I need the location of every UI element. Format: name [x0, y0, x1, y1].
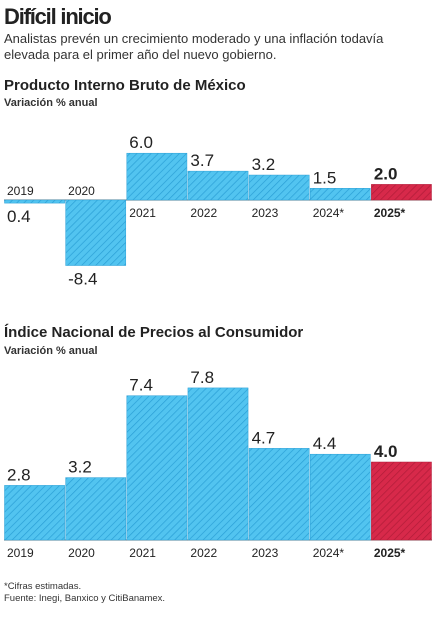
page-subtitle: Analistas prevén un crecimiento moderado…: [4, 31, 384, 62]
value-label: 2.0: [374, 164, 398, 183]
bar-2023: [248, 174, 310, 201]
bar-2022: [187, 387, 249, 541]
value-label: 7.8: [190, 368, 214, 387]
bar-2024: [309, 188, 371, 201]
category-label: 2019: [7, 184, 34, 198]
inpc-chart-title: Índice Nacional de Precios al Consumidor: [4, 324, 304, 341]
bar-2019: [4, 485, 65, 541]
bar-2025: [371, 461, 432, 541]
category-label: 2023: [252, 546, 279, 560]
category-label: 2019: [7, 546, 34, 560]
value-label: 4.7: [252, 428, 276, 447]
category-label: 2025*: [374, 546, 406, 560]
bar-2022: [187, 170, 249, 201]
value-label: 3.2: [68, 458, 92, 477]
bar-2025: [371, 184, 432, 201]
value-label: 4.4: [313, 434, 337, 453]
gdp-chart-title: Producto Interno Bruto de México: [4, 77, 246, 94]
bar-2021: [126, 152, 188, 201]
value-label: 2.8: [7, 465, 31, 484]
gdp-bar-chart: 0.4 2019 -8.4 2020 6.0 2021 3.7 2022 3.2 2023 1.5 2…: [4, 133, 432, 289]
bar-2024: [309, 453, 371, 541]
page-title: Difícil inicio: [4, 4, 112, 29]
value-label: 4.0: [374, 442, 398, 461]
category-label: 2022: [190, 206, 217, 220]
value-label: -8.4: [68, 270, 97, 289]
value-label: 3.7: [190, 151, 214, 170]
category-label: 2020: [68, 184, 95, 198]
gdp-chart-subtitle: Variación % anual: [4, 97, 98, 109]
value-label: 3.2: [252, 155, 276, 174]
value-label: 7.4: [129, 376, 153, 395]
bar-2023: [248, 448, 310, 541]
category-label: 2024*: [313, 206, 345, 220]
value-label: 6.0: [129, 133, 153, 152]
category-label: 2025*: [374, 206, 406, 220]
footnote-estimates: *Cifras estimadas.: [4, 581, 82, 592]
bar-2020: [65, 477, 127, 541]
category-label: 2022: [190, 546, 217, 560]
value-label: 0.4: [7, 207, 31, 226]
category-label: 2023: [252, 206, 279, 220]
category-label: 2021: [129, 546, 156, 560]
inpc-chart-subtitle: Variación % anual: [4, 345, 98, 357]
footnote-source: Fuente: Inegi, Banxico y CitiBanamex.: [4, 593, 166, 604]
category-label: 2021: [129, 206, 156, 220]
category-label: 2020: [68, 546, 95, 560]
inflation-bar-chart: 2.8 2019 3.2 2020 7.4 2021 7.8 2022 4.7 2023 4.4 20…: [4, 368, 432, 560]
category-label: 2024*: [313, 546, 345, 560]
bar-2019: [4, 199, 65, 204]
bar-2020: [65, 199, 127, 266]
bar-2021: [126, 395, 188, 541]
value-label: 1.5: [313, 168, 337, 187]
